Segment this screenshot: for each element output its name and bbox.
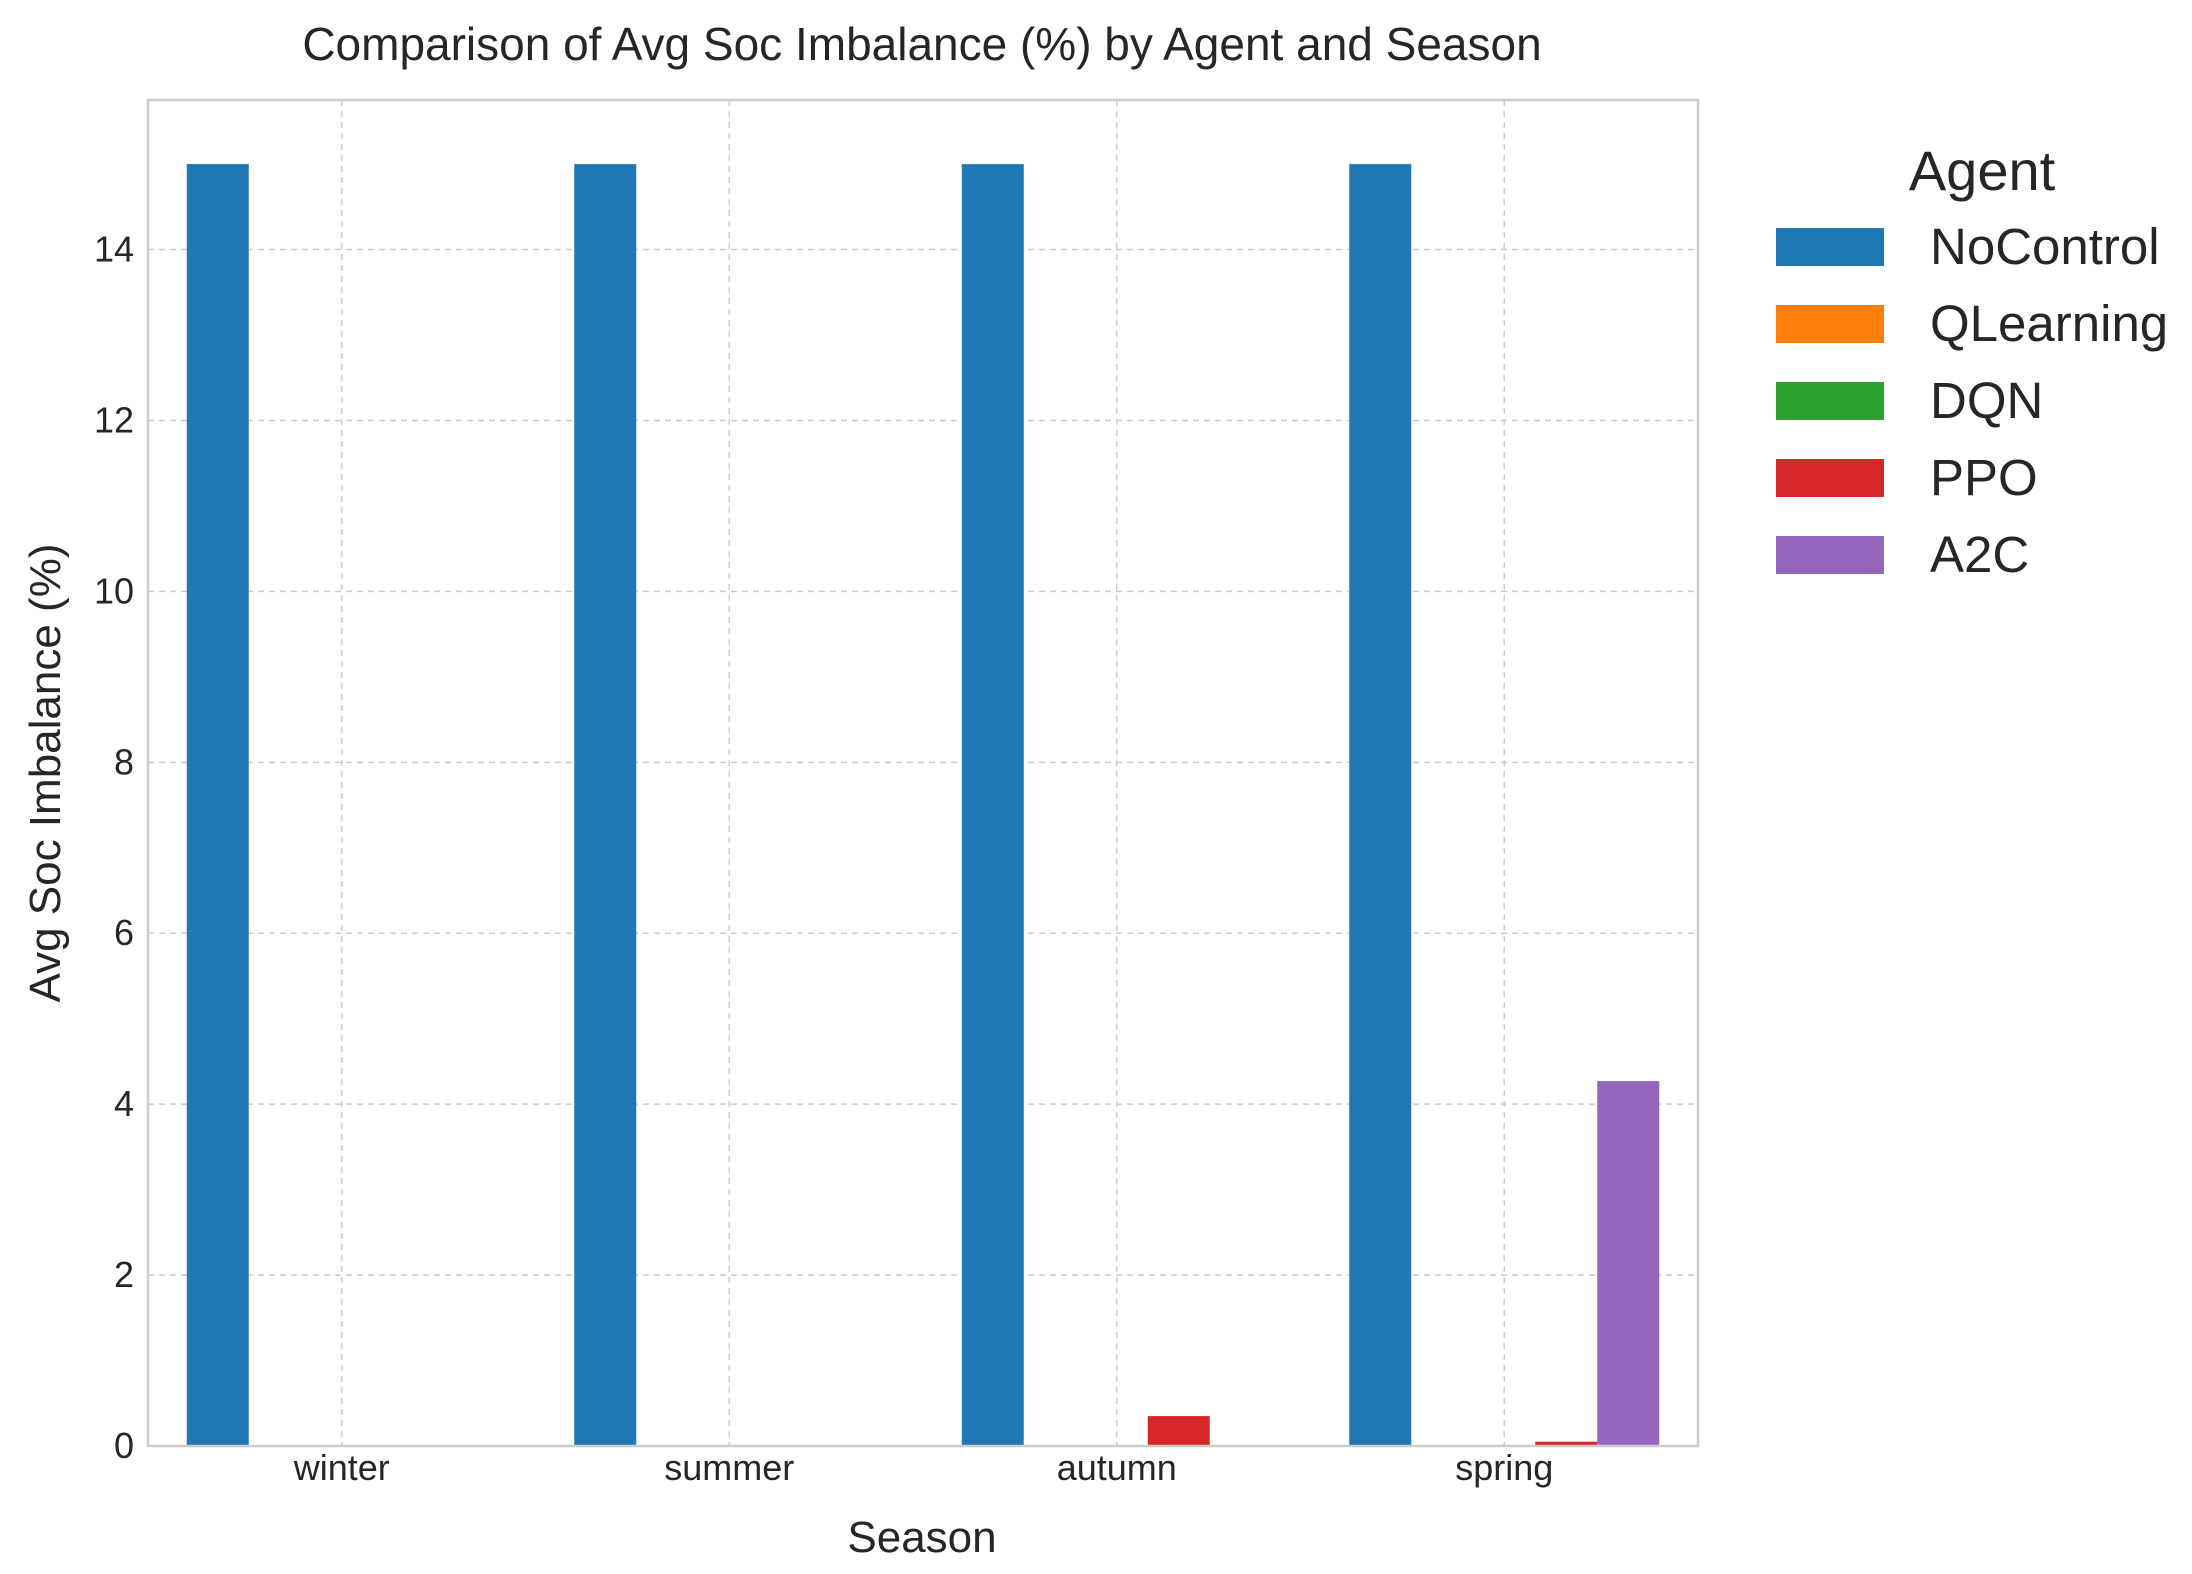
y-tick-label: 8 [114, 741, 134, 782]
legend-swatch-a2c [1776, 536, 1884, 574]
bar-nocontrol-spring [1349, 164, 1412, 1447]
legend-swatch-qlearning [1776, 305, 1884, 343]
x-tick-label: spring [1455, 1447, 1553, 1488]
vertical-gridlines [341, 100, 1505, 1446]
bar-nocontrol-autumn [961, 164, 1024, 1447]
legend-title: Agent [1909, 139, 2056, 202]
bar-ppo-spring [1535, 1441, 1598, 1446]
legend: Agent NoControl QLearning DQN PPO A2C [1776, 139, 2168, 583]
y-tick-label: 12 [94, 399, 134, 440]
x-axis-label: Season [847, 1513, 996, 1562]
y-tick-label: 0 [114, 1425, 134, 1466]
legend-label-ppo: PPO [1930, 449, 2038, 506]
legend-items: NoControl QLearning DQN PPO A2C [1776, 218, 2168, 583]
legend-swatch-ppo [1776, 459, 1884, 497]
y-tick-label: 2 [114, 1254, 134, 1295]
bar-nocontrol-summer [574, 164, 637, 1447]
y-tick-label: 10 [94, 570, 134, 611]
y-tick-label: 4 [114, 1083, 134, 1124]
y-tick-label: 6 [114, 912, 134, 953]
x-tick-label: autumn [1057, 1447, 1177, 1488]
y-tick-labels: 0 2 4 6 8 10 12 14 [94, 229, 134, 1466]
bar-a2c-spring [1597, 1081, 1660, 1446]
legend-label-nocontrol: NoControl [1930, 218, 2160, 275]
bar-nocontrol-winter [186, 164, 249, 1447]
bar-ppo-autumn [1147, 1416, 1210, 1446]
plot-frame [146, 98, 1700, 1448]
bars [186, 164, 1660, 1447]
legend-label-qlearning: QLearning [1930, 295, 2168, 352]
legend-swatch-dqn [1776, 382, 1884, 420]
x-tick-label: winter [293, 1447, 390, 1488]
legend-label-dqn: DQN [1930, 372, 2043, 429]
legend-label-a2c: A2C [1930, 526, 2029, 583]
y-tick-label: 14 [94, 229, 134, 270]
y-axis-label: Avg Soc Imbalance (%) [21, 544, 70, 1003]
legend-swatch-nocontrol [1776, 228, 1884, 266]
x-tick-labels: winter summer autumn spring [293, 1447, 1554, 1488]
x-tick-label: summer [664, 1447, 794, 1488]
chart-title: Comparison of Avg Soc Imbalance (%) by A… [302, 18, 1541, 70]
